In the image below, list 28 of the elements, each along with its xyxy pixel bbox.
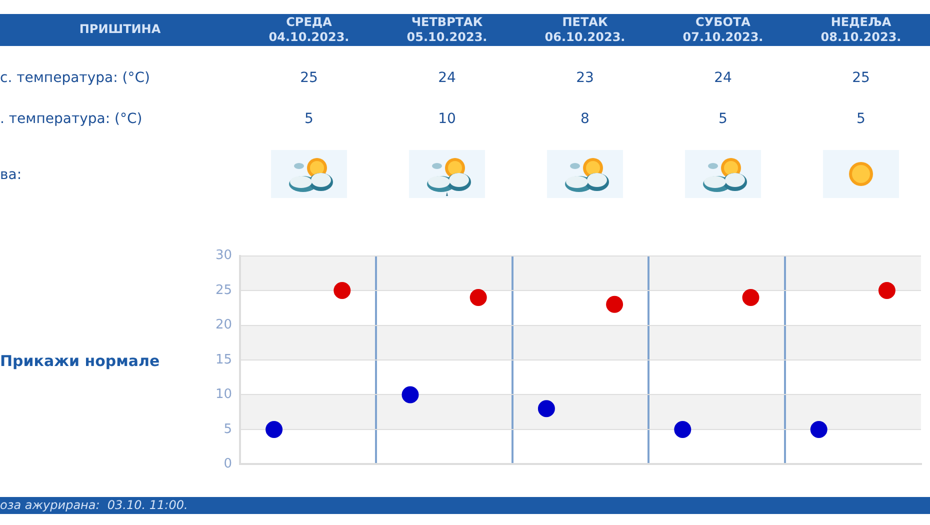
y-tick-label: 20 — [215, 318, 232, 333]
text: ЧЕТВРТАК 05.10.2023. — [406, 15, 488, 45]
data-label: 10 — [437, 111, 457, 127]
data-label: 24 — [713, 70, 733, 86]
data-label: 24 — [437, 70, 457, 86]
y-tick-label: 5 — [224, 422, 232, 437]
text: с. температура: (°C) — [0, 70, 150, 86]
text: ПРИШТИНА — [78, 22, 162, 36]
text: НЕДЕЉА 08.10.2023. — [820, 15, 902, 45]
text: СРЕДА 04.10.2023. — [268, 15, 350, 45]
text: . температура: (°C) — [0, 111, 142, 127]
data-label: 23 — [575, 70, 595, 86]
data-label: 8 — [580, 111, 590, 127]
text: оза ажурирана: 03.10. 11:00. — [0, 498, 188, 512]
y-tick-label: 10 — [215, 387, 232, 402]
data-label: 5 — [304, 111, 314, 127]
text: СУБОТА 07.10.2023. — [682, 15, 764, 45]
data-label: 25 — [299, 70, 319, 86]
text: Прикажи нормале — [0, 352, 160, 370]
y-tick-label: 30 — [215, 248, 232, 264]
data-label: 5 — [856, 111, 866, 127]
y-tick-label: 15 — [215, 352, 232, 368]
text: ва: — [0, 167, 22, 183]
y-tick-label: 25 — [215, 282, 232, 298]
data-label: 5 — [718, 111, 728, 127]
data-label: 25 — [851, 70, 871, 86]
y-tick-label: 0 — [224, 456, 232, 472]
text: ПЕТАК 06.10.2023. — [544, 15, 626, 45]
